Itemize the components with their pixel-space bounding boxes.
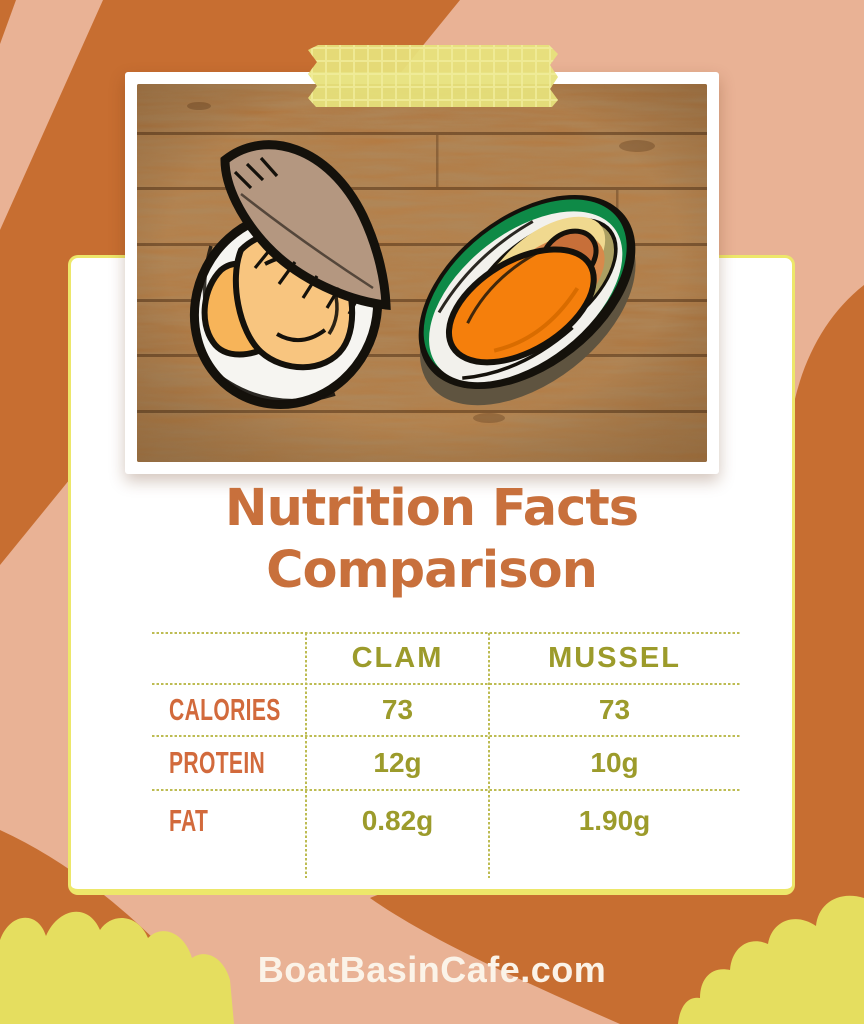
wood-photo <box>137 84 707 462</box>
page-title: Nutrition Facts Comparison <box>68 478 795 602</box>
table-grid-lines <box>152 632 740 878</box>
table-header-row: CLAM MUSSEL <box>152 632 740 684</box>
mussel-illustration <box>418 194 636 406</box>
calories-mussel-value: 73 <box>598 694 631 725</box>
clam-shell-hatching <box>233 156 374 315</box>
fat-clam-value: 0.82g <box>361 805 434 836</box>
row-label-calories: CALORIES <box>152 692 306 728</box>
right-bush-shape <box>678 895 864 1024</box>
photo-frame <box>125 72 719 474</box>
nutrition-table: CLAM MUSSEL CALORIES 73 73 PROTEIN 12g 1… <box>152 632 740 880</box>
row-label-protein-text: PROTEIN <box>169 745 266 780</box>
page-title-line1: Nutrition Facts <box>224 479 639 538</box>
page-title-line2: Comparison <box>266 541 598 600</box>
row-label-protein: PROTEIN <box>152 745 306 781</box>
washi-tape-icon <box>308 45 558 107</box>
website-link[interactable]: BoatBasinCafe.com <box>257 949 607 990</box>
table-row-fat: FAT 0.82g 1.90g <box>152 790 740 852</box>
left-bush-shape <box>0 911 234 1024</box>
column-header-clam: CLAM <box>351 641 444 674</box>
protein-mussel-value: 10g <box>590 747 639 778</box>
calories-clam-value: 73 <box>381 694 414 725</box>
table-row-protein: PROTEIN 12g 10g <box>152 736 740 790</box>
clam-top-shell <box>220 140 391 311</box>
table-row-calories: CALORIES 73 73 <box>152 684 740 736</box>
row-label-fat-text: FAT <box>169 803 209 838</box>
row-label-fat: FAT <box>152 803 306 839</box>
column-header-mussel: MUSSEL <box>548 641 681 674</box>
row-label-calories-text: CALORIES <box>169 692 281 727</box>
fat-mussel-value: 1.90g <box>578 805 651 836</box>
protein-clam-value: 12g <box>373 747 422 778</box>
clam-illustration <box>189 140 391 410</box>
corner-sliver-shape <box>0 0 16 44</box>
